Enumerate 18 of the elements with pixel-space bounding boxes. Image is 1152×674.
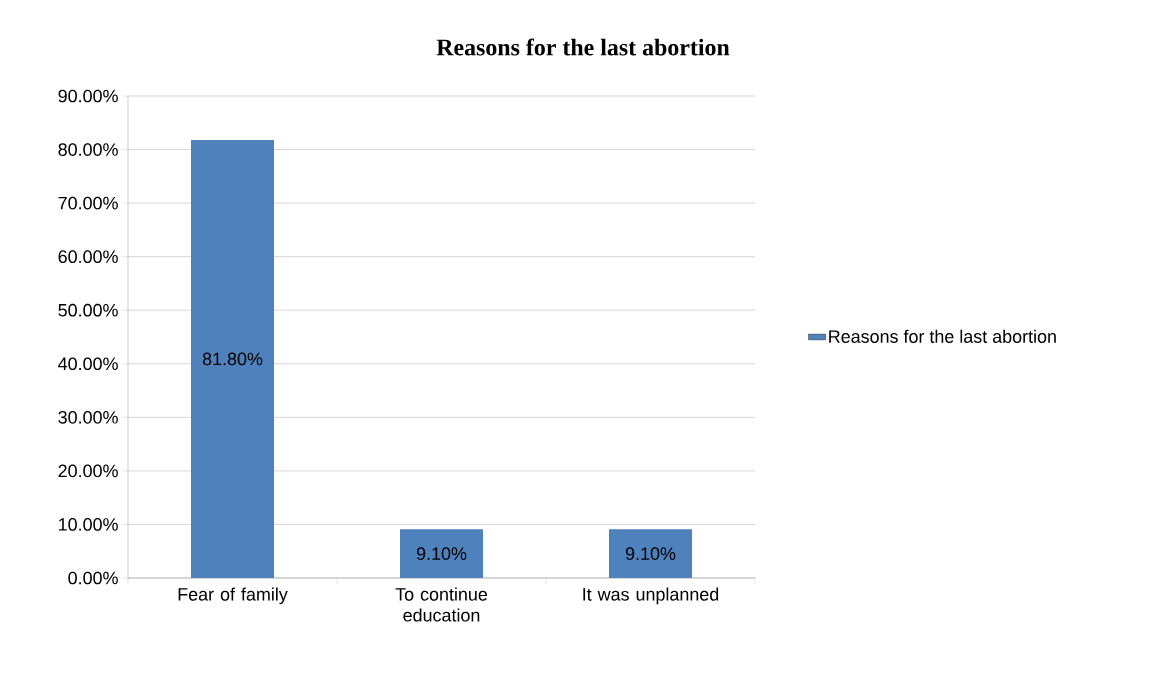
x-tick-label: To continue education — [395, 587, 488, 622]
y-tick-label: 40.00% — [58, 357, 118, 371]
legend-label: Reasons for the last abortion — [829, 329, 1056, 343]
x-tick-label: Fear of family — [178, 587, 288, 605]
y-tick-label: 80.00% — [58, 143, 118, 156]
y-tick-label: 60.00% — [58, 250, 118, 263]
y-tick-label: 30.00% — [58, 410, 118, 424]
y-tick-label: 10.00% — [59, 518, 118, 531]
y-tick-label: 90.00% — [58, 89, 118, 103]
data-label: 81.80% — [202, 352, 263, 366]
y-tick-label: 70.00% — [58, 196, 118, 210]
x-tick-label: It was unplanned — [583, 587, 719, 605]
y-tick-label: 50.00% — [58, 303, 118, 317]
y-tick-label: 20.00% — [58, 464, 118, 478]
y-tick-label: 0.00% — [68, 571, 118, 585]
data-label: 9.10% — [625, 547, 676, 560]
data-label: 9.10% — [416, 547, 467, 560]
chart-title: Reasons for the last abortion — [436, 38, 730, 56]
